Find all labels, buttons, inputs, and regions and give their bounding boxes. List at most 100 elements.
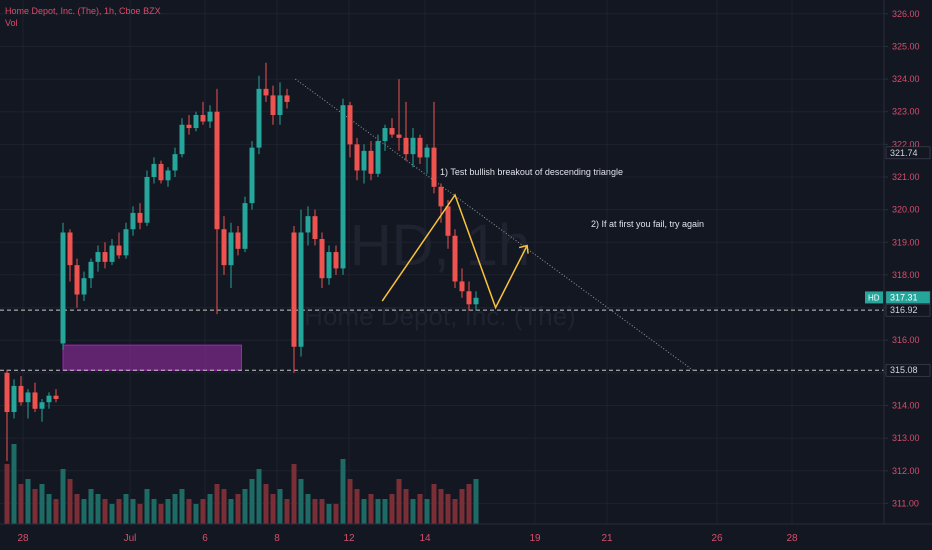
candle-body — [340, 105, 346, 269]
price-tick-label: 326.00 — [892, 9, 920, 19]
volume-bar — [277, 489, 283, 524]
candle-body — [326, 252, 332, 279]
volume-bar — [305, 494, 311, 524]
candle-body — [291, 232, 297, 347]
volume-bar — [284, 499, 290, 524]
volume-bar — [214, 484, 220, 524]
price-tick-label: 323.00 — [892, 107, 920, 117]
candle — [81, 271, 87, 302]
candle — [67, 229, 73, 282]
candle — [340, 98, 346, 275]
annotation-retry: 2) If at first you fail, try again — [591, 219, 704, 229]
candle-body — [151, 163, 157, 177]
volume-bar — [60, 469, 66, 524]
candle — [95, 245, 101, 272]
candle — [452, 229, 458, 288]
candle — [60, 222, 66, 350]
candle-body — [368, 150, 374, 174]
candle — [32, 382, 38, 413]
last-price-badge-bg — [885, 291, 931, 304]
candle-body — [242, 203, 248, 249]
volume-bar — [459, 489, 465, 524]
candle-body — [186, 124, 192, 129]
volume-bar — [74, 494, 80, 524]
candle-body — [333, 252, 339, 269]
candle-body — [25, 392, 31, 403]
candle — [179, 118, 185, 158]
volume-bar — [186, 499, 192, 524]
volume-bar — [431, 484, 437, 524]
candle-body — [277, 95, 283, 115]
projection-path — [381, 193, 528, 310]
candle — [270, 85, 276, 125]
time-tick-label: 28 — [17, 533, 29, 544]
candle — [256, 75, 262, 155]
candle — [109, 239, 115, 266]
price-tick-label: 316.00 — [892, 335, 920, 345]
candle — [88, 258, 94, 288]
volume-bar — [130, 499, 136, 524]
price-axis-panel — [884, 0, 932, 550]
volume-bar — [333, 504, 339, 524]
candle-body — [158, 163, 164, 181]
time-tick-label: 14 — [419, 533, 431, 544]
volume-bar — [165, 499, 171, 524]
candle — [305, 206, 311, 246]
candle — [424, 144, 430, 174]
candle-body — [270, 95, 276, 115]
candle — [473, 291, 479, 311]
volume-bar — [375, 499, 381, 524]
volume-bar — [473, 479, 479, 524]
candle-body — [319, 239, 325, 279]
candle — [396, 79, 402, 151]
candle-body — [417, 137, 423, 158]
time-axis-panel — [0, 524, 932, 550]
price-tick-label: 320.00 — [892, 205, 920, 215]
candle — [46, 392, 52, 409]
candle-body — [354, 144, 360, 171]
candle-body — [207, 111, 213, 122]
candle-body — [123, 229, 129, 256]
volume-bar — [326, 504, 332, 524]
volume-bar — [256, 469, 262, 524]
ticker-badge-bg — [865, 291, 883, 304]
candle — [235, 225, 241, 256]
price-tick-label: 314.00 — [892, 400, 920, 410]
candle-body — [88, 261, 94, 279]
watermark-name: Home Depot, Inc. (The) — [304, 301, 576, 331]
volume-bar — [340, 459, 346, 524]
volume-bar — [445, 494, 451, 524]
candle — [74, 258, 80, 308]
candle-body — [53, 395, 59, 399]
price-tick-label: 319.00 — [892, 237, 920, 247]
volume-bar — [25, 479, 31, 524]
time-tick-label: 19 — [529, 533, 541, 544]
price-badge-321-bg — [885, 146, 931, 160]
price-tick-label: 325.00 — [892, 41, 920, 51]
time-tick-label: 21 — [601, 533, 613, 544]
candle-body — [382, 128, 388, 142]
candle — [368, 141, 374, 181]
time-tick-label: 12 — [343, 533, 355, 544]
candle-body — [235, 232, 241, 249]
volume-bar — [81, 499, 87, 524]
candle-body — [102, 252, 108, 262]
volume-bar — [102, 499, 108, 524]
candle — [130, 206, 136, 236]
candle-body — [361, 150, 367, 171]
candle-body — [312, 216, 318, 240]
volume-bar — [242, 489, 248, 524]
candle — [326, 245, 332, 285]
candle — [459, 268, 465, 298]
candle-body — [452, 235, 458, 282]
candle-body — [403, 137, 409, 155]
volume-bar — [144, 489, 150, 524]
candle — [445, 199, 451, 249]
volume-bar — [319, 499, 325, 524]
candle — [186, 114, 192, 135]
volume-bar — [312, 499, 318, 524]
candle-body — [46, 395, 52, 403]
candle — [417, 134, 423, 164]
